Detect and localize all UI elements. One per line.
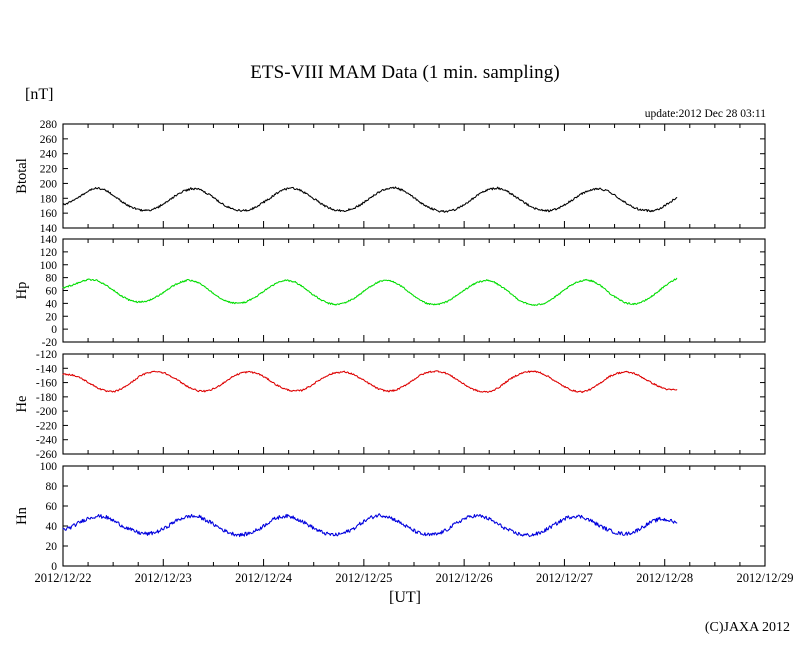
copyright-notice: (C)JAXA 2012 xyxy=(704,620,790,635)
x-tick-label: 2012/12/27 xyxy=(536,571,593,585)
data-trace-He xyxy=(62,370,678,394)
y-tick-label: 60 xyxy=(46,286,58,298)
y-tick-label: 80 xyxy=(46,273,58,285)
x-tick-label: 2012/12/28 xyxy=(636,571,693,585)
y-tick-label: 40 xyxy=(46,521,58,533)
update-timestamp: update:2012 Dec 28 03:11 xyxy=(644,108,766,120)
y-tick-label: 40 xyxy=(46,298,58,310)
y-tick-label: 60 xyxy=(46,501,58,513)
y-tick-label: 260 xyxy=(40,134,58,146)
y-tick-label: 220 xyxy=(40,164,58,176)
x-axis-label: [UT] xyxy=(389,589,421,606)
y-unit-label: [nT] xyxy=(25,86,54,103)
y-tick-label: 80 xyxy=(46,481,58,493)
y-tick-label: 20 xyxy=(46,311,58,323)
y-tick-label: 100 xyxy=(40,260,58,272)
panel-frame-He xyxy=(62,353,766,455)
y-tick-label: -20 xyxy=(42,337,58,349)
y-tick-label: 240 xyxy=(40,149,58,161)
x-tick-label: 2012/12/29 xyxy=(737,571,794,585)
y-tick-label: 140 xyxy=(40,234,58,246)
y-tick-label: 100 xyxy=(40,461,58,473)
y-tick-label: -180 xyxy=(36,392,57,404)
x-tick-label: 2012/12/26 xyxy=(436,571,493,585)
x-tick-label: 2012/12/22 xyxy=(35,571,92,585)
panel-axis-name-Hp: Hp xyxy=(14,282,30,300)
data-trace-Hn xyxy=(62,513,678,538)
y-tick-label: 140 xyxy=(40,223,58,235)
panel-frame-Btotal xyxy=(62,123,766,229)
y-tick-label: 200 xyxy=(40,178,58,190)
x-tick-label: 2012/12/23 xyxy=(135,571,192,585)
data-trace-Btotal xyxy=(62,186,678,213)
y-tick-label: -120 xyxy=(36,349,57,361)
y-tick-label: 20 xyxy=(46,541,58,553)
panel-axis-name-He: He xyxy=(14,396,30,413)
data-trace-Hp xyxy=(62,277,678,307)
y-tick-label: 160 xyxy=(40,208,58,220)
panel-frame-Hn xyxy=(62,465,766,567)
y-tick-label: 0 xyxy=(51,324,57,336)
panels-group: 140160180200220240260280Btotal-200204060… xyxy=(14,119,793,585)
y-tick-label: 0 xyxy=(51,561,57,573)
page-title: ETS-VIII MAM Data (1 min. sampling) xyxy=(250,62,560,83)
y-tick-label: 120 xyxy=(40,247,58,259)
y-tick-label: 280 xyxy=(40,119,58,131)
y-tick-label: -240 xyxy=(36,435,57,447)
y-tick-label: -220 xyxy=(36,420,57,432)
y-tick-label: -160 xyxy=(36,378,57,390)
x-tick-label: 2012/12/24 xyxy=(235,571,293,585)
y-tick-label: -200 xyxy=(36,406,57,418)
y-tick-label: -140 xyxy=(36,363,57,375)
y-tick-label: -260 xyxy=(36,449,57,461)
panel-axis-name-Hn: Hn xyxy=(14,506,30,524)
panel-axis-name-Btotal: Btotal xyxy=(14,158,30,193)
x-tick-label: 2012/12/25 xyxy=(335,571,392,585)
y-tick-label: 180 xyxy=(40,193,58,205)
